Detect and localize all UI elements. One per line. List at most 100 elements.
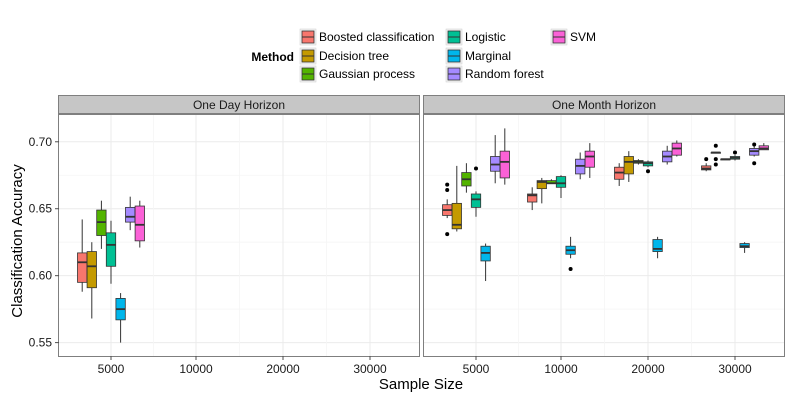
box-decision-tree-5000 bbox=[451, 165, 462, 232]
outlier-point bbox=[568, 266, 573, 271]
outlier-point bbox=[752, 142, 757, 147]
x-tick-label-5000: 5000 bbox=[98, 362, 125, 376]
outlier-point bbox=[474, 166, 478, 171]
outlier-point bbox=[713, 157, 718, 162]
box-body bbox=[451, 202, 462, 230]
plot-area-one-month bbox=[423, 114, 785, 357]
box-decision-tree-5000 bbox=[86, 242, 97, 319]
box-body bbox=[527, 193, 538, 203]
box-body bbox=[555, 176, 567, 188]
box-random-forest-5000 bbox=[125, 196, 136, 231]
legend-item-decision-tree: Decision tree bbox=[299, 47, 389, 65]
x-axis-title: Sample Size bbox=[379, 376, 463, 393]
panel-one-day: One Day Horizon bbox=[58, 95, 420, 357]
grid-one-day bbox=[59, 115, 419, 356]
legend-label-logistic: Logistic bbox=[465, 30, 506, 44]
box-random-forest-30000 bbox=[749, 142, 760, 166]
legend-item-random-forest: Random forest bbox=[445, 65, 544, 83]
x-tick-label-10000: 10000 bbox=[544, 362, 578, 376]
boxes-one-day bbox=[77, 196, 145, 343]
legend-item-marginal: Marginal bbox=[445, 47, 511, 65]
box-logistic-30000 bbox=[729, 150, 741, 161]
box-boosted-classification-10000 bbox=[527, 187, 538, 211]
box-svm-5000 bbox=[499, 128, 510, 185]
box-boosted-classification-5000 bbox=[442, 182, 453, 237]
x-tick-label-5000: 5000 bbox=[463, 362, 490, 376]
box-body bbox=[470, 193, 482, 208]
legend-label-marginal: Marginal bbox=[465, 49, 511, 63]
outlier-point bbox=[646, 169, 650, 174]
box-marginal-5000 bbox=[115, 293, 126, 343]
y-tick-label-0-55: 0.55 bbox=[29, 336, 53, 350]
outlier-point bbox=[733, 150, 737, 155]
y-axis-title: Classification Accuracy bbox=[9, 164, 26, 318]
box-svm-20000 bbox=[671, 140, 682, 157]
box-body bbox=[86, 251, 97, 289]
outlier-point bbox=[713, 143, 718, 148]
box-marginal-5000 bbox=[480, 243, 491, 282]
box-decision-tree-30000 bbox=[710, 143, 721, 167]
y-axis: 0.55 0.60 0.65 0.70 bbox=[29, 135, 59, 350]
box-body bbox=[125, 206, 136, 223]
x-tick-label-30000: 30000 bbox=[353, 362, 387, 376]
box-marginal-20000 bbox=[652, 236, 663, 259]
box-svm-10000 bbox=[584, 143, 595, 178]
box-gaussian-process-5000 bbox=[96, 200, 107, 249]
x-tick-label-20000: 20000 bbox=[266, 362, 300, 376]
x-tick-label-10000: 10000 bbox=[179, 362, 213, 376]
legend-label-random-forest: Random forest bbox=[465, 67, 544, 81]
x-tick-label-20000: 20000 bbox=[631, 362, 665, 376]
box-logistic-5000 bbox=[105, 220, 117, 284]
box-decision-tree-20000 bbox=[623, 151, 634, 182]
legend-label-boosted-classification: Boosted classification bbox=[319, 30, 434, 44]
outlier-point bbox=[752, 161, 757, 166]
box-body bbox=[584, 150, 595, 168]
box-body bbox=[105, 232, 117, 267]
legend-item-svm: SVM bbox=[550, 28, 596, 46]
outlier-point bbox=[445, 182, 450, 187]
box-decision-tree-10000 bbox=[536, 177, 547, 204]
outlier-point bbox=[445, 187, 450, 192]
legend-label-decision-tree: Decision tree bbox=[319, 49, 389, 63]
box-gaussian-process-5000 bbox=[461, 163, 472, 193]
y-tick-label-0-70: 0.70 bbox=[29, 135, 53, 149]
legend-label-gaussian-process: Gaussian process bbox=[319, 67, 415, 81]
box-body bbox=[536, 180, 547, 190]
strip-one-day bbox=[58, 95, 420, 114]
x-tick-label-30000: 30000 bbox=[718, 362, 752, 376]
box-logistic-20000 bbox=[642, 160, 654, 174]
box-random-forest-20000 bbox=[662, 145, 673, 165]
box-body bbox=[499, 150, 510, 179]
box-body bbox=[652, 239, 663, 252]
box-body bbox=[134, 205, 145, 242]
legend: Method Boosted classification Decision tr… bbox=[251, 28, 596, 83]
box-body bbox=[623, 156, 634, 175]
box-logistic-10000 bbox=[555, 175, 567, 199]
legend-title: Method bbox=[251, 50, 294, 64]
box-logistic-5000 bbox=[470, 166, 482, 217]
y-tick-label-0-65: 0.65 bbox=[29, 202, 53, 216]
y-tick-label-0-60: 0.60 bbox=[29, 269, 53, 283]
legend-item-boosted-classification: Boosted classification bbox=[299, 28, 434, 46]
strip-title-one-month: One Month Horizon bbox=[552, 98, 656, 112]
box-marginal-30000 bbox=[739, 242, 750, 253]
outlier-point bbox=[704, 157, 709, 162]
box-svm-30000 bbox=[758, 143, 769, 151]
boxes-one-month bbox=[442, 128, 769, 282]
box-gaussian-process-30000 bbox=[720, 158, 731, 161]
legend-label-svm: SVM bbox=[570, 30, 596, 44]
box-svm-5000 bbox=[134, 200, 145, 248]
outlier-point bbox=[445, 232, 450, 237]
legend-items: Boosted classification Decision tree Gauss… bbox=[299, 28, 596, 83]
strip-one-month bbox=[423, 95, 785, 114]
legend-item-logistic: Logistic bbox=[445, 28, 506, 46]
outlier-point bbox=[713, 162, 718, 167]
legend-item-gaussian-process: Gaussian process bbox=[299, 65, 415, 83]
box-boosted-classification-30000 bbox=[701, 157, 712, 172]
box-marginal-10000 bbox=[565, 236, 576, 271]
strip-title-one-day: One Day Horizon bbox=[193, 98, 285, 112]
x-axis: 5000 10000 20000 30000 5000 10000 20000 30000 bbox=[98, 356, 752, 376]
box-body bbox=[77, 252, 88, 283]
panel-one-month: One Month Horizon bbox=[423, 95, 785, 357]
